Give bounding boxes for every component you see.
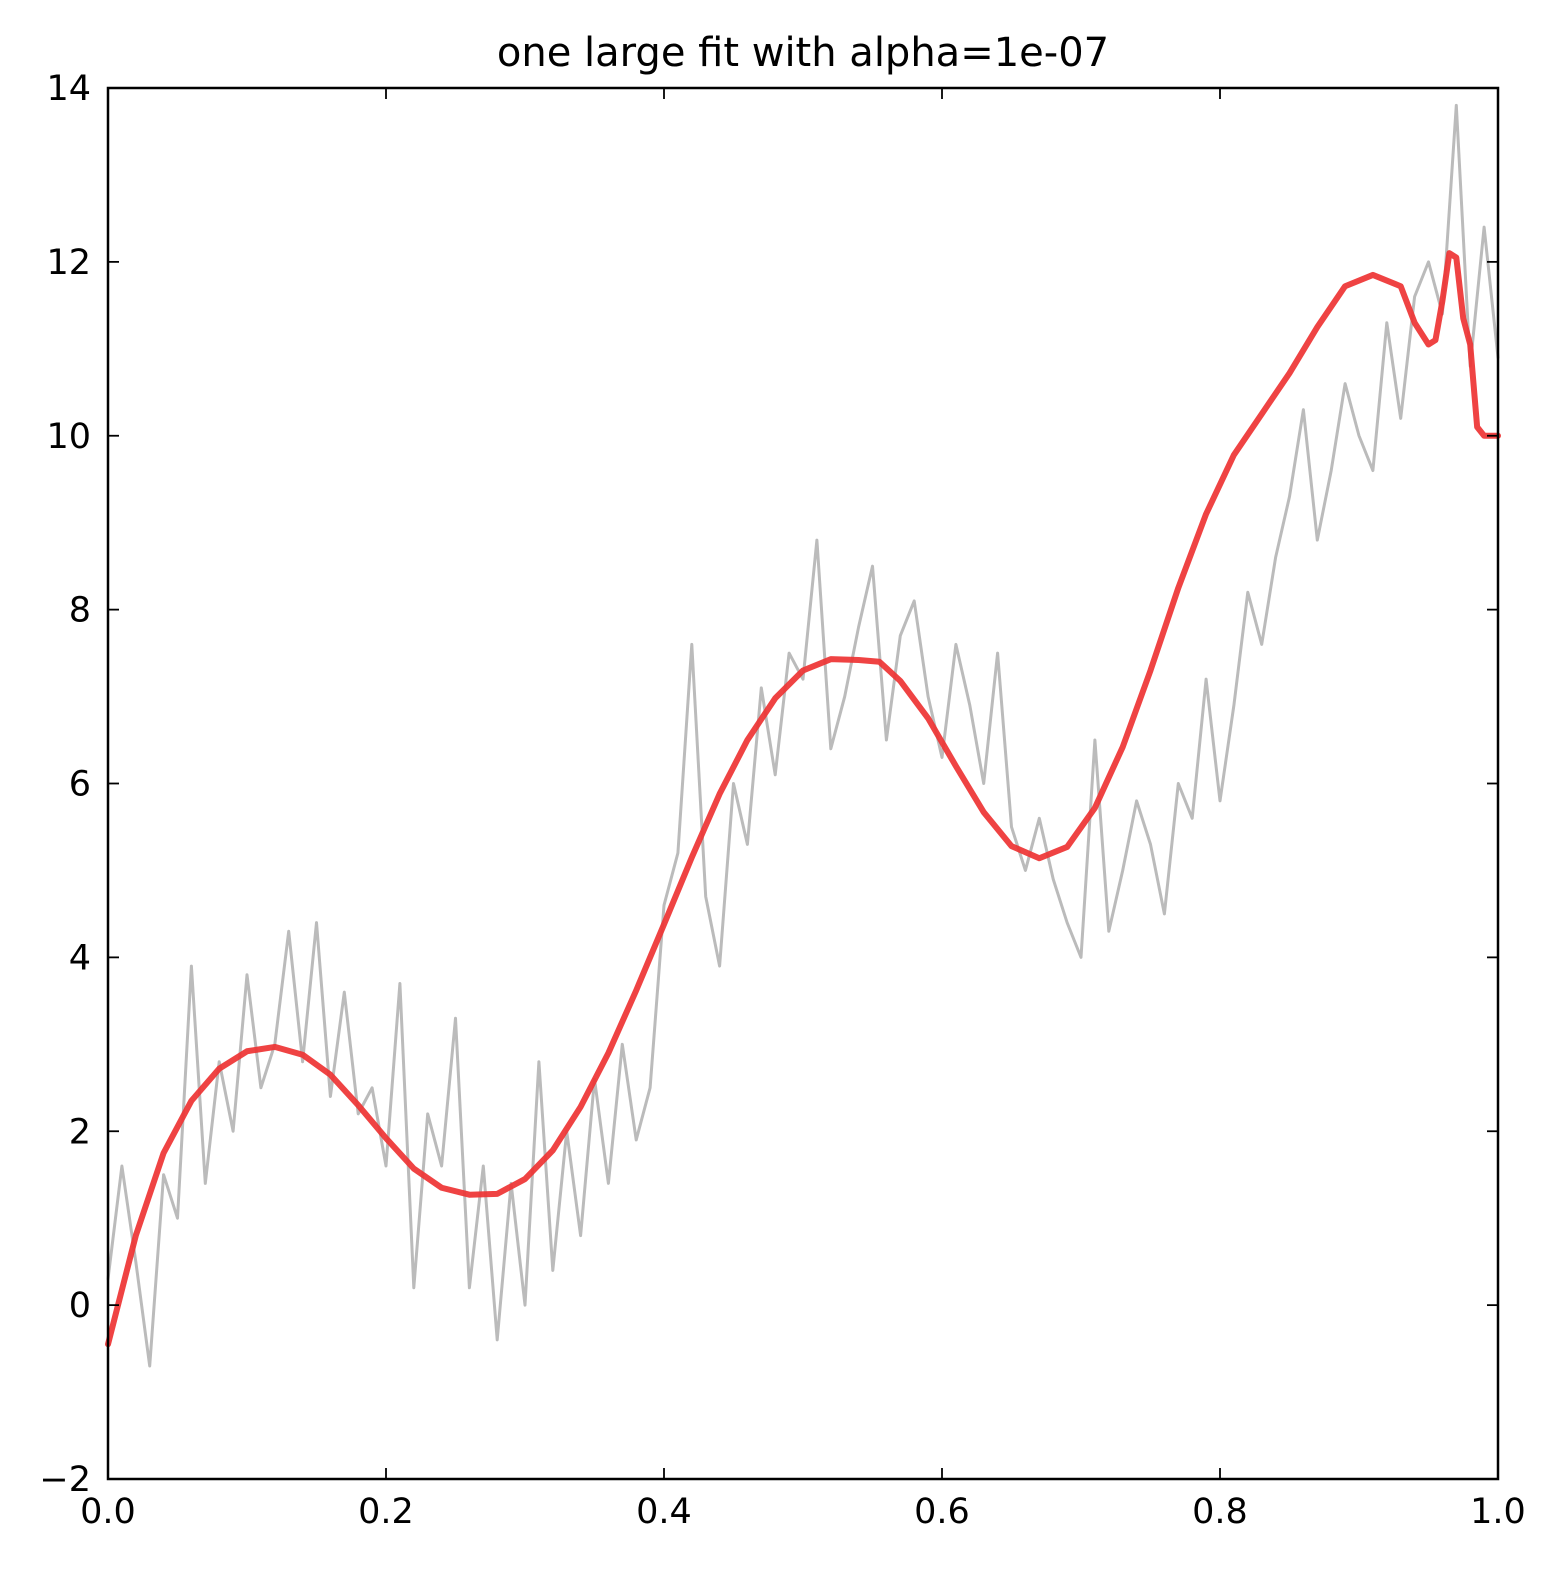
x-tick-label: 0.0: [80, 1492, 136, 1532]
y-tick-label: 10: [46, 417, 91, 457]
y-tick-label: 2: [69, 1112, 91, 1152]
x-tick-label: 0.8: [1192, 1492, 1248, 1532]
y-tick-label: 4: [69, 938, 91, 978]
y-tick-label: 0: [69, 1286, 91, 1326]
plot-area: 0.0 0.2 0.4 0.6 0.8 1.0 −2 0 2 4 6 8 10 12 14: [39, 69, 1525, 1532]
x-tick-label: 0.6: [914, 1492, 970, 1532]
y-tick-label: −2: [39, 1460, 91, 1500]
y-tick-label: 6: [69, 765, 91, 805]
y-tick-label: 8: [69, 591, 91, 631]
series-layer: [105, 103, 1501, 1368]
fit-series-line: [105, 250, 1501, 1348]
x-tick-label: 0.4: [636, 1492, 692, 1532]
plot-background: [108, 88, 1498, 1479]
y-tick-label: 12: [46, 243, 91, 283]
data-series-line: [106, 103, 1500, 1368]
x-tick-label: 0.2: [358, 1492, 414, 1532]
y-tick-label: 14: [46, 69, 91, 109]
x-tick-label: 1.0: [1470, 1492, 1526, 1532]
tick-layer: 0.0 0.2 0.4 0.6 0.8 1.0 −2 0 2 4 6 8 10 12 14: [39, 69, 1525, 1532]
chart-title: one large fit with alpha=1e-07: [497, 30, 1109, 76]
